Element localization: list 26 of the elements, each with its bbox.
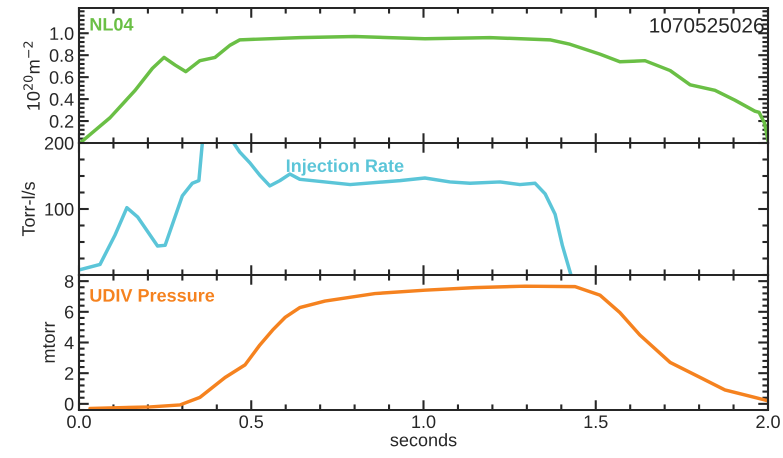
- y-tick-label: 4: [64, 336, 74, 350]
- series-label: Injection Rate: [286, 158, 404, 176]
- text: UDIV Pressure: [90, 289, 214, 302]
- x-tick-label: 2.0: [756, 415, 780, 428]
- x-tick-label: 1.5: [584, 416, 608, 428]
- y-tick-label: 0.4: [50, 93, 74, 106]
- y-axis-title: mtorr: [43, 322, 55, 362]
- x-tick-label: 0.0: [67, 415, 91, 428]
- x-tick-label: 0.5: [239, 415, 264, 428]
- y-tick-label: 0: [64, 398, 74, 411]
- x-tick-label: 1.0: [412, 415, 436, 428]
- y-tick-label: 1.0: [50, 27, 74, 40]
- y-axis-title: Torr-l/s: [22, 182, 35, 236]
- annotation: 1070525026: [650, 18, 764, 33]
- y-axis-title: 10$^{20}$m$^{−2}$: [23, 42, 40, 110]
- y-tick-label: 0.6: [50, 71, 74, 84]
- y-tick-label: 200: [44, 136, 74, 150]
- text: NL04: [90, 18, 134, 31]
- y-tick-label: 8: [64, 275, 74, 288]
- line-series: [88, 284, 768, 410]
- x-axis-title: seconds: [390, 433, 456, 446]
- y-tick-label: 100: [45, 202, 74, 216]
- y-tick-label: 2: [65, 367, 74, 380]
- y-tick-label: 0.8: [50, 49, 74, 62]
- y-tick-label: 6: [65, 306, 74, 319]
- y-tick-label: 0.2: [50, 114, 74, 128]
